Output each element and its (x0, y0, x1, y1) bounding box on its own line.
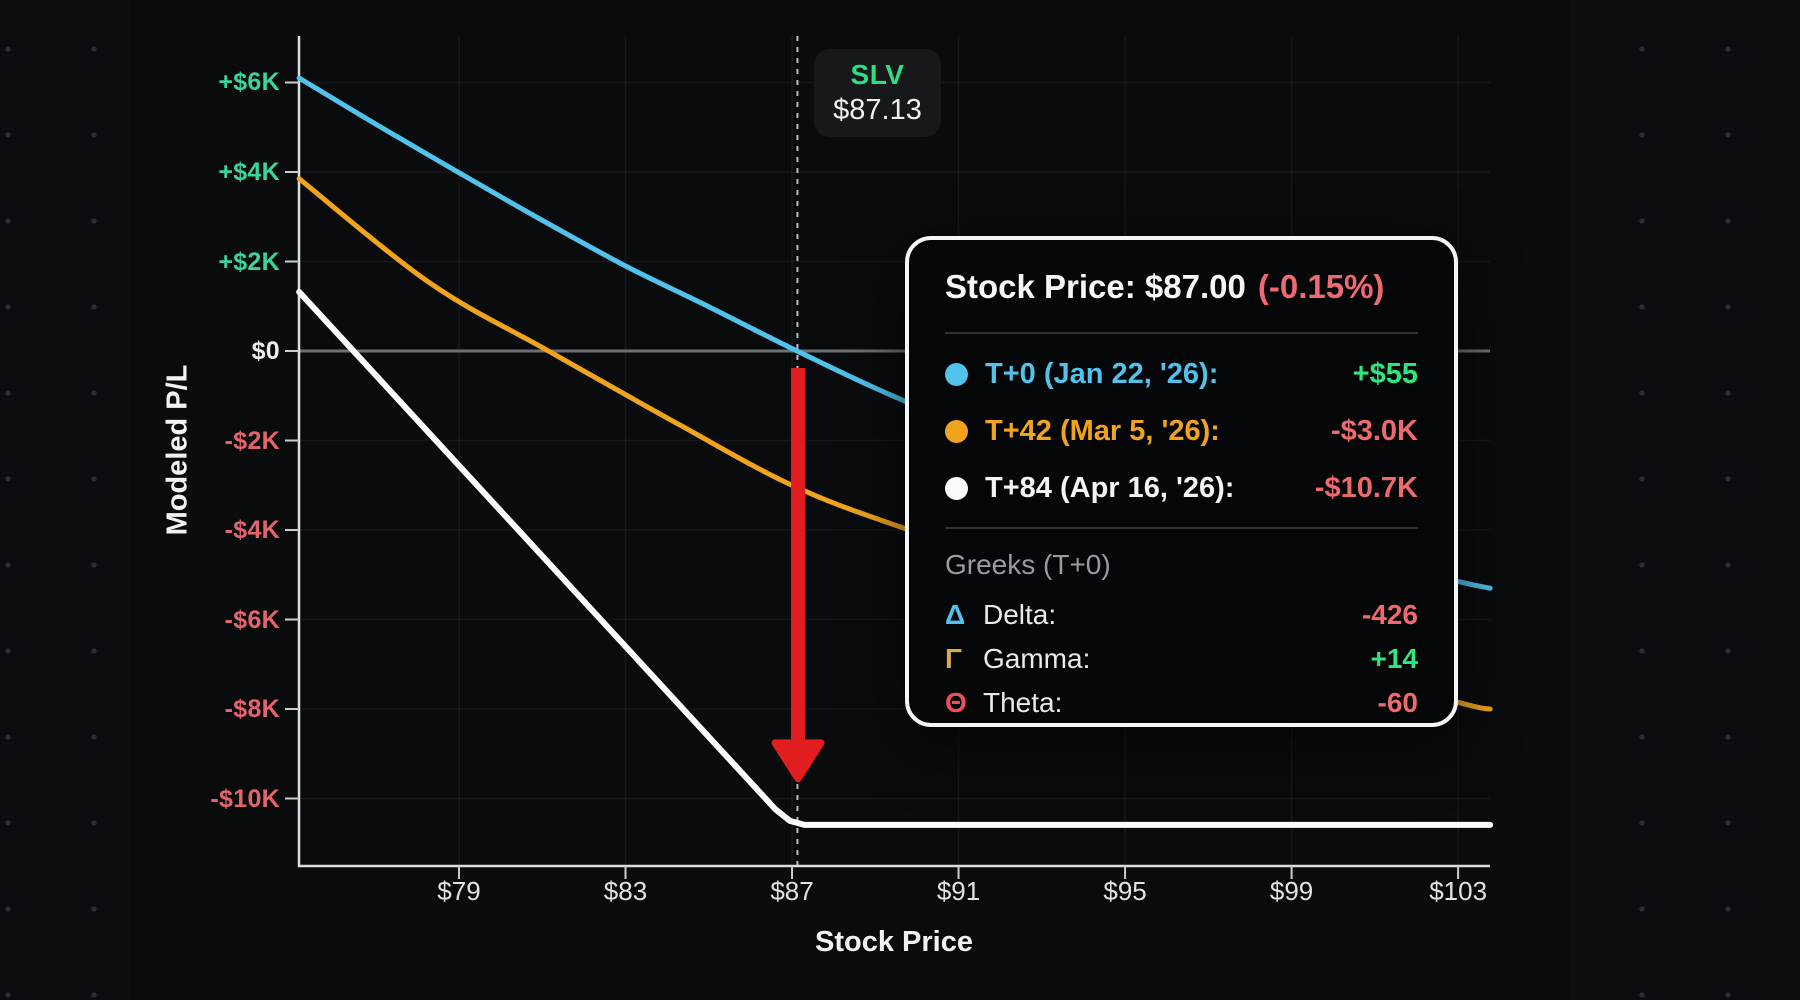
t0-series-dot-icon (945, 363, 968, 386)
legend-row-t0: T+0 (Jan 22, '26): +$55 (945, 346, 1418, 403)
legend-label: T+0 (Jan 22, '26): (985, 358, 1219, 390)
theta-icon: Θ (945, 687, 967, 718)
ticker-symbol: SLV (850, 59, 905, 90)
t84-series-dot-icon (945, 477, 968, 500)
greek-value: -60 (1377, 687, 1418, 718)
tooltip-stock-price: Stock Price: $87.00 (945, 268, 1246, 305)
legend-value: -$10.7K (1314, 472, 1418, 504)
tooltip-divider (945, 332, 1418, 334)
greek-value: +14 (1370, 643, 1419, 674)
legend-value: -$3.0K (1330, 415, 1418, 447)
tooltip-legend-rows: T+0 (Jan 22, '26): +$55 T+42 (Mar 5, '26… (945, 346, 1418, 517)
marker-price: $87.13 (833, 94, 922, 126)
series-line-t84 (296, 288, 1494, 828)
greek-label: Gamma: (983, 643, 1091, 674)
greek-label: Delta: (983, 599, 1057, 630)
tooltip-price-change: (-0.15%) (1257, 268, 1385, 305)
legend-row-t84: T+84 (Apr 16, '26): -$10.7K (945, 460, 1418, 517)
tooltip-title: Stock Price: $87.00 (-0.15%) (945, 262, 1418, 312)
legend-row-t42: T+42 (Mar 5, '26): -$3.0K (945, 403, 1418, 460)
tooltip-divider (945, 527, 1418, 529)
loss-arrow-head-icon (771, 739, 825, 783)
x-axis-title: Stock Price (815, 926, 973, 958)
y-axis-title: Modeled P/L (161, 364, 194, 536)
greek-row-theta: Θ Theta: -60 (945, 681, 1418, 725)
legend-value: +$55 (1352, 358, 1418, 390)
chart-tooltip: Stock Price: $87.00 (-0.15%) T+0 (Jan 22… (905, 236, 1458, 727)
delta-icon: Δ (945, 599, 966, 630)
greek-value: -426 (1361, 599, 1418, 630)
greek-label: Theta: (983, 687, 1063, 718)
legend-label: T+42 (Mar 5, '26): (985, 415, 1220, 447)
greek-row-delta: Δ Delta: -426 (945, 593, 1418, 637)
price-marker-badge: SLV $87.13 (814, 49, 941, 137)
greeks-rows: Δ Delta: -426 Γ Gamma: +14 Θ Theta: -60 (945, 593, 1418, 725)
greeks-section-title: Greeks (T+0) (945, 549, 1111, 580)
t42-series-dot-icon (945, 420, 968, 443)
legend-label: T+84 (Apr 16, '26): (985, 472, 1235, 504)
greek-row-gamma: Γ Gamma: +14 (945, 637, 1418, 681)
gamma-icon: Γ (945, 643, 962, 674)
